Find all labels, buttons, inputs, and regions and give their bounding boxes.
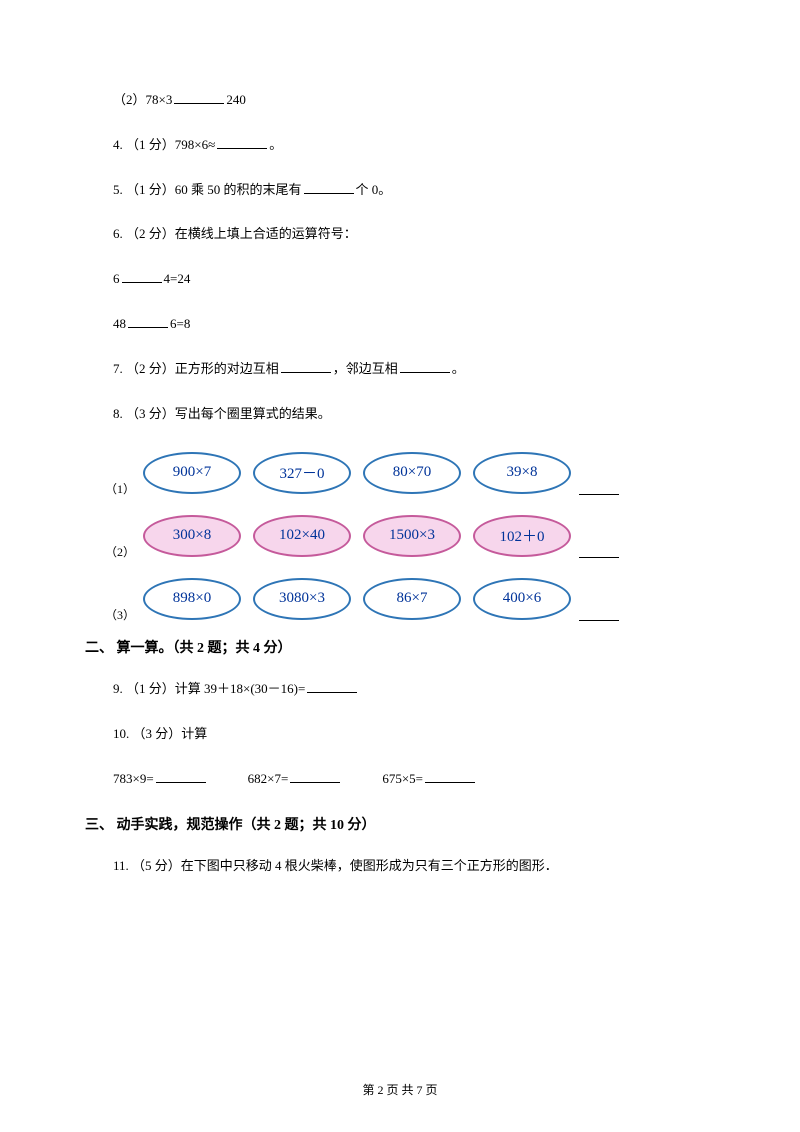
q10: 10. （3 分）计算 [85, 724, 715, 745]
text: （2）78×3 [113, 92, 172, 107]
oval-group: 900×7 327－0 80×70 39×8 [143, 452, 571, 494]
expression-oval: 102＋0 [473, 515, 571, 557]
ovals-row: （2） 300×8 102×40 1500×3 102＋0 [85, 511, 715, 560]
ovals-row: （3） 898×0 3080×3 86×7 400×6 [85, 574, 715, 623]
row-label: （2） [105, 543, 135, 560]
blank[interactable] [128, 314, 168, 328]
q6-eq1: 6 4=24 [85, 269, 715, 290]
section-2-heading: 二、 算一算。（共 2 题；共 4 分） [85, 637, 715, 657]
text: 8. （3 分）写出每个圈里算式的结果。 [113, 406, 331, 421]
text: 7. （2 分）正方形的对边互相 [113, 361, 279, 376]
row-label: （3） [105, 606, 135, 623]
expression-oval: 86×7 [363, 578, 461, 620]
text: 48 [113, 316, 126, 331]
expression-oval: 39×8 [473, 452, 571, 494]
expression-oval: 898×0 [143, 578, 241, 620]
expression-oval: 1500×3 [363, 515, 461, 557]
oval-group: 300×8 102×40 1500×3 102＋0 [143, 515, 571, 557]
text: 4=24 [164, 271, 191, 286]
expression-oval: 900×7 [143, 452, 241, 494]
q6: 6. （2 分）在横线上填上合适的运算符号： [85, 224, 715, 245]
expression-oval: 400×6 [473, 578, 571, 620]
blank[interactable] [579, 609, 619, 621]
text: 9. （1 分）计算 39＋18×(30－16)= [113, 681, 305, 696]
oval-group: 898×0 3080×3 86×7 400×6 [143, 578, 571, 620]
blank[interactable] [156, 769, 206, 783]
ovals-row: （1） 900×7 327－0 80×70 39×8 [85, 448, 715, 497]
text: 5. （1 分）60 乘 50 的积的末尾有 [113, 182, 302, 197]
blank[interactable] [579, 546, 619, 558]
expression-oval: 3080×3 [253, 578, 351, 620]
blank[interactable] [281, 359, 331, 373]
text: 6 [113, 271, 120, 286]
q10-items: 783×9= 682×7= 675×5= [85, 769, 715, 790]
ovals-container: （1） 900×7 327－0 80×70 39×8 （2） 300×8 102×40 1500… [85, 448, 715, 623]
page-footer: 第 2 页 共 7 页 [0, 1081, 800, 1098]
blank[interactable] [579, 483, 619, 495]
blank[interactable] [425, 769, 475, 783]
text: 682×7= [248, 771, 289, 786]
q4: 4. （1 分）798×6≈ 。 [85, 135, 715, 156]
calc-item: 675×5= [382, 769, 477, 790]
text: 6. （2 分）在横线上填上合适的运算符号： [113, 226, 357, 241]
text: 。 [269, 137, 282, 152]
blank[interactable] [307, 679, 357, 693]
section-3-heading: 三、 动手实践，规范操作（共 2 题；共 10 分） [85, 814, 715, 834]
q5: 5. （1 分）60 乘 50 的积的末尾有 个 0。 [85, 180, 715, 201]
expression-oval: 102×40 [253, 515, 351, 557]
text: 240 [226, 92, 246, 107]
expression-oval: 80×70 [363, 452, 461, 494]
row-label: （1） [105, 480, 135, 497]
text: ，邻边互相 [333, 361, 398, 376]
text: 4. （1 分）798×6≈ [113, 137, 215, 152]
blank[interactable] [290, 769, 340, 783]
calc-item: 682×7= [248, 769, 343, 790]
text: 675×5= [382, 771, 423, 786]
text: 个 0。 [356, 182, 392, 197]
blank[interactable] [304, 180, 354, 194]
blank[interactable] [217, 135, 267, 149]
expression-oval: 327－0 [253, 452, 351, 494]
calc-item: 783×9= [113, 769, 208, 790]
text: 6=8 [170, 316, 190, 331]
page-content: （2）78×3 240 4. （1 分）798×6≈ 。 5. （1 分）60 乘 … [0, 0, 800, 877]
q6-eq2: 48 6=8 [85, 314, 715, 335]
blank[interactable] [174, 90, 224, 104]
q9: 9. （1 分）计算 39＋18×(30－16)= [85, 679, 715, 700]
text: 。 [452, 361, 465, 376]
q-sub2: （2）78×3 240 [85, 90, 715, 111]
blank[interactable] [400, 359, 450, 373]
q8: 8. （3 分）写出每个圈里算式的结果。 [85, 404, 715, 425]
text: 10. （3 分）计算 [113, 726, 207, 741]
q11: 11. （5 分）在下图中只移动 4 根火柴棒，使图形成为只有三个正方形的图形． [85, 856, 715, 877]
text: 783×9= [113, 771, 154, 786]
q7: 7. （2 分）正方形的对边互相 ，邻边互相 。 [85, 359, 715, 380]
expression-oval: 300×8 [143, 515, 241, 557]
blank[interactable] [122, 269, 162, 283]
text: 11. （5 分）在下图中只移动 4 根火柴棒，使图形成为只有三个正方形的图形． [113, 858, 558, 873]
